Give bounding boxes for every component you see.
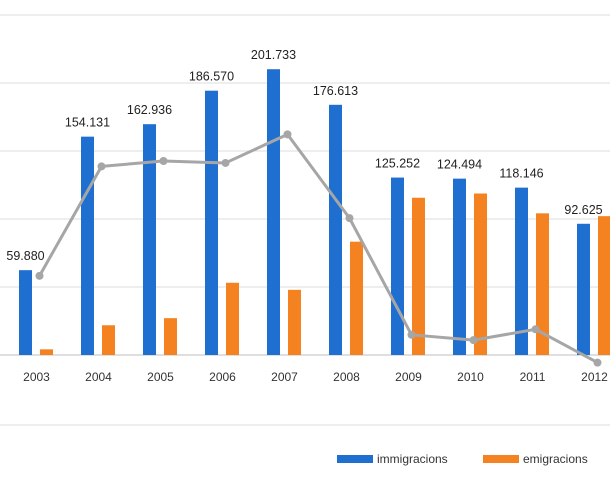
x-tick-label-2012: 2012 bbox=[581, 370, 608, 384]
data-label-2011: 118.146 bbox=[499, 167, 543, 181]
net-point-2004 bbox=[97, 162, 106, 171]
x-tick-label-2006: 2006 bbox=[209, 370, 236, 384]
legend: immigracions emigracions bbox=[337, 452, 588, 466]
data-label-2008: 176.613 bbox=[313, 84, 358, 98]
bar-immigracions-2004 bbox=[81, 136, 94, 355]
bar-immigracions-2010 bbox=[453, 178, 466, 355]
x-tick-label-2004: 2004 bbox=[85, 370, 112, 384]
net-point-2006 bbox=[221, 158, 230, 167]
bar-immigracions-2008 bbox=[329, 104, 342, 355]
x-tick-label-2011: 2011 bbox=[520, 370, 546, 384]
net-point-2011 bbox=[531, 325, 540, 334]
bar-emigracions-2009 bbox=[412, 197, 425, 355]
net-point-2007 bbox=[283, 130, 292, 139]
net-point-2009 bbox=[407, 330, 416, 339]
data-label-2006: 186.570 bbox=[189, 70, 234, 84]
net-line-path bbox=[38, 132, 599, 364]
x-tick-label-2003: 2003 bbox=[23, 370, 50, 384]
x-tick-label-2007: 2007 bbox=[271, 370, 298, 384]
x-tick-label-2010: 2010 bbox=[457, 370, 484, 384]
bar-emigracions-2003 bbox=[40, 349, 53, 355]
bar-emigracions-2006 bbox=[226, 282, 239, 355]
x-tick-label-2008: 2008 bbox=[333, 370, 360, 384]
net-point-2008 bbox=[345, 214, 354, 223]
x-tick-label-2005: 2005 bbox=[147, 370, 174, 384]
data-labels: 59.880 154.131 162.936 186.570 201.733 176.61… bbox=[6, 48, 602, 263]
bar-immigracions-2011 bbox=[515, 187, 528, 355]
bar-emigracions-2005 bbox=[164, 318, 177, 355]
data-label-2009: 125.252 bbox=[375, 157, 420, 171]
net-point-2012 bbox=[593, 358, 602, 367]
net-point-2010 bbox=[469, 336, 478, 345]
legend-immigracions-label: immigracions bbox=[377, 452, 448, 466]
bar-emigracions-2004 bbox=[102, 325, 115, 355]
bar-immigracions-2003 bbox=[19, 270, 32, 355]
immigracions-bars bbox=[19, 69, 590, 356]
net-point-2003 bbox=[35, 271, 44, 280]
bar-immigracions-2006 bbox=[205, 90, 218, 355]
emigracions-bars bbox=[40, 193, 610, 355]
bar-emigracions-2012 bbox=[598, 216, 610, 355]
bar-emigracions-2007 bbox=[288, 289, 301, 355]
data-label-2005: 162.936 bbox=[127, 103, 172, 117]
legend-emigracions-swatch bbox=[483, 455, 519, 463]
data-label-2012: 92.625 bbox=[564, 203, 602, 217]
bar-emigracions-2011 bbox=[536, 213, 549, 355]
bar-immigracions-2009 bbox=[391, 177, 404, 355]
net-point-2005 bbox=[159, 157, 168, 166]
net-migration-line bbox=[35, 130, 602, 367]
data-label-2003: 59.880 bbox=[6, 249, 44, 263]
legend-emigracions-label: emigracions bbox=[523, 452, 588, 466]
data-label-2010: 124.494 bbox=[437, 158, 482, 172]
gridlines bbox=[0, 14, 610, 426]
bar-immigracions-2012 bbox=[577, 223, 590, 355]
data-label-2007: 201.733 bbox=[251, 48, 296, 62]
bar-immigracions-2007 bbox=[267, 69, 280, 356]
bar-emigracions-2010 bbox=[474, 193, 487, 355]
x-axis-tick-labels: 2003 2004 2005 2006 2007 2008 2009 2010 2011 2012 bbox=[23, 370, 608, 384]
bar-emigracions-2008 bbox=[350, 241, 363, 355]
data-label-2004: 154.131 bbox=[65, 116, 110, 130]
bar-immigracions-2005 bbox=[143, 124, 156, 355]
legend-immigracions-swatch bbox=[337, 455, 373, 463]
x-tick-label-2009: 2009 bbox=[395, 370, 422, 384]
